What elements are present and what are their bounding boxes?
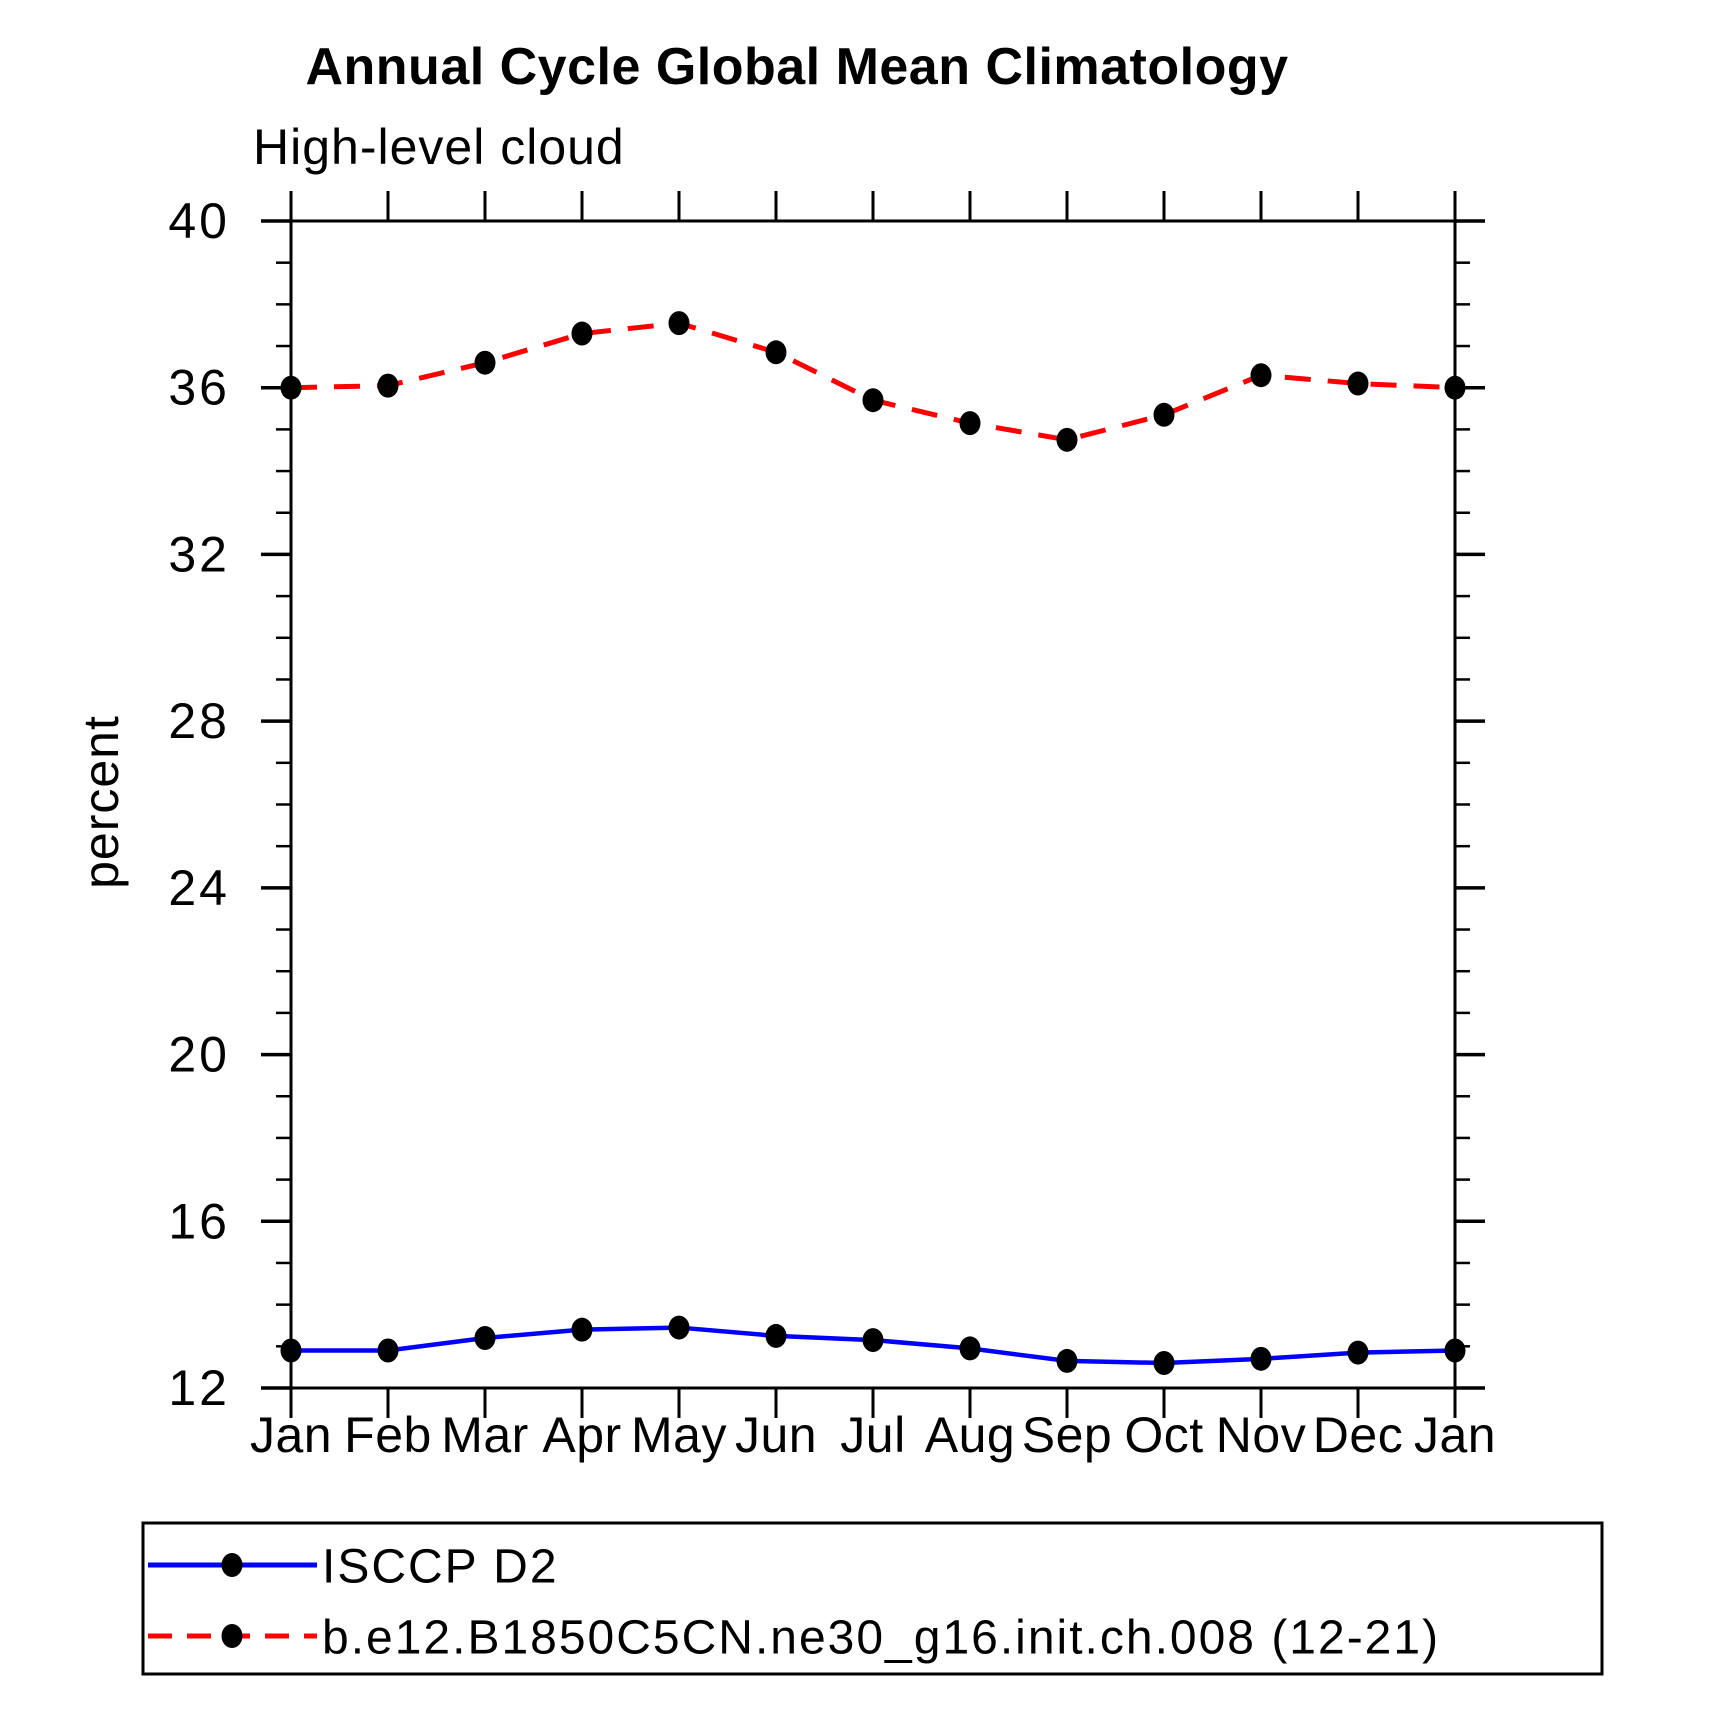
legend-entry-label: b.e12.B1850C5CN.ne30_g16.init.ch.008 (12… [322,1612,1440,1665]
data-point-marker [474,350,496,375]
legend-entry-label: ISCCP D2 [322,1541,559,1594]
y-axis-label: 40 [168,193,230,249]
legend-marker-icon [221,1553,243,1577]
x-axis-label: Aug [925,1407,1015,1463]
x-axis-label: Jul [840,1407,905,1463]
y-axis-title: percent [73,715,129,889]
y-axis-label: 16 [168,1193,230,1249]
data-point-marker [862,1328,884,1353]
data-point-marker [377,373,399,398]
x-axis-label: Oct [1124,1407,1203,1463]
data-point-marker [668,311,690,336]
y-axis-label: 24 [168,860,230,916]
y-axis-label: 36 [168,360,230,416]
x-axis-label: Mar [441,1407,529,1463]
x-axis-label: May [631,1407,727,1463]
data-point-marker [765,1323,787,1348]
data-point-marker [1347,1340,1369,1365]
y-axis-label: 12 [168,1360,230,1416]
series-line-1 [290,320,1456,443]
x-axis-label: Jun [735,1407,817,1463]
legend-box: ISCCP D2 b.e12.B1850C5CN.ne30_g16.init.ch… [141,1521,1604,1676]
data-point-marker [377,1338,399,1363]
x-axis-label: Apr [542,1407,621,1463]
data-point-marker [1250,1346,1272,1371]
data-point-marker [280,375,302,400]
data-point-marker [959,411,981,436]
series-layer [280,311,1466,1375]
y-axis-label: 32 [168,526,230,582]
data-point-marker [1347,371,1369,396]
data-point-marker [862,388,884,413]
x-axis-label: Sep [1022,1407,1112,1463]
chart-subtitle: High-level cloud [253,119,625,175]
data-point-marker [571,321,593,346]
data-point-marker [959,1336,981,1361]
x-axis-label: Nov [1216,1407,1306,1463]
chart-title: Annual Cycle Global Mean Climatology [305,38,1288,96]
x-axis-label: Dec [1313,1407,1403,1463]
legend-frame [141,1521,1604,1676]
axes-layer: Jan Feb Mar Apr May Jun Jul Aug Sep Oct Nov Dec Jan1… [168,191,1496,1463]
y-axis-label: 20 [168,1027,230,1083]
data-point-marker [1250,363,1272,388]
y-axis-label: 28 [168,693,230,749]
x-axis-label: Jan [1414,1407,1496,1463]
x-axis-label: Feb [344,1407,432,1463]
data-point-marker [1056,1348,1078,1373]
data-point-marker [1444,1338,1466,1363]
data-point-marker [1153,1350,1175,1375]
data-point-marker [765,340,787,365]
data-point-marker [668,1315,690,1340]
data-point-marker [571,1317,593,1342]
data-point-marker [280,1338,302,1363]
data-point-marker [1056,427,1078,452]
legend-marker-icon [221,1624,243,1648]
data-point-marker [1444,375,1466,400]
x-axis-label: Jan [250,1407,332,1463]
data-point-marker [1153,402,1175,427]
data-point-marker [474,1325,496,1350]
